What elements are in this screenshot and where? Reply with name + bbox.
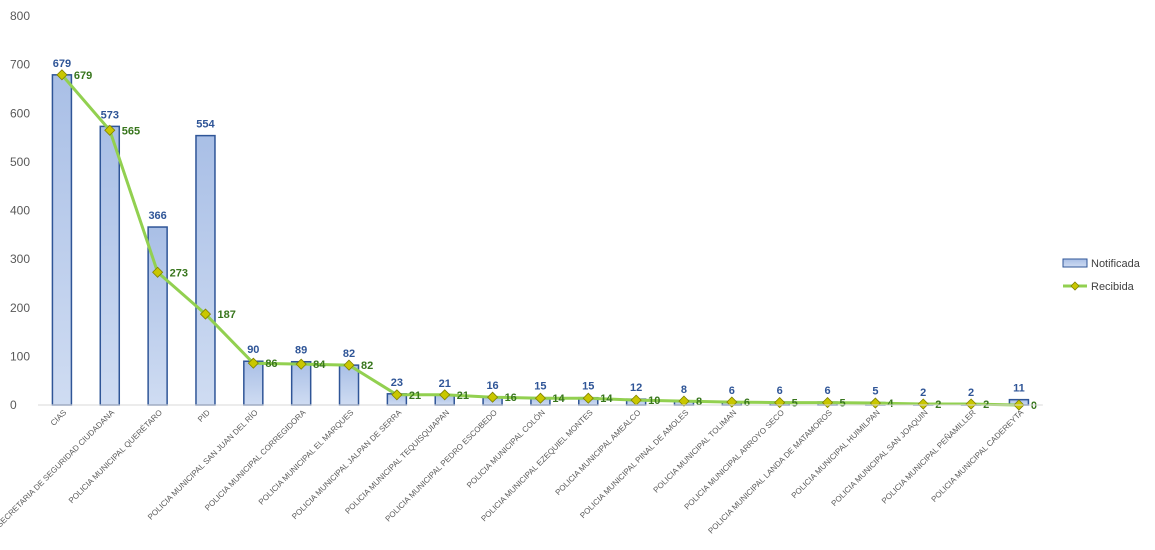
x-tick-label: POLICIA MUNICIPAL HUIMILPAN <box>790 408 882 500</box>
line-point <box>391 389 403 401</box>
line-data-label: 14 <box>552 393 565 405</box>
line-point <box>774 397 786 409</box>
line-point <box>295 358 307 370</box>
line-data-label: 86 <box>265 358 277 370</box>
y-tick-label: 200 <box>10 301 30 315</box>
bar-data-label: 554 <box>196 119 215 131</box>
y-tick-label: 100 <box>10 349 30 363</box>
line-point <box>199 308 212 320</box>
line-point <box>152 266 164 278</box>
bar-data-label: 15 <box>534 381 546 393</box>
y-tick-label: 400 <box>10 204 30 218</box>
line-point <box>869 397 881 409</box>
line-point <box>917 398 929 410</box>
bar-data-label: 5 <box>872 386 878 398</box>
y-tick-label: 300 <box>10 252 30 266</box>
x-tick-label: POLICIA MUNICIPAL QUERÉTARO <box>67 408 164 505</box>
bar-data-label: 6 <box>824 385 830 397</box>
bar <box>338 364 360 406</box>
legend-label-notificada: Notificada <box>1091 258 1141 270</box>
line-point <box>56 69 68 81</box>
bar-data-label: 11 <box>1013 383 1025 395</box>
x-tick-label: POLICIA MUNICIPAL SAN JUAN DEL RÍO <box>146 408 260 522</box>
legend: Notificada Recibida <box>1062 258 1141 293</box>
bar-data-label: 12 <box>630 382 642 394</box>
line-point <box>247 357 259 369</box>
y-axis: 0 100 200 300 400 500 600 700 800 <box>10 9 30 412</box>
line-data-label: 0 <box>1031 400 1037 412</box>
bar-data-label: 21 <box>439 378 451 390</box>
line-data-label: 14 <box>600 393 613 405</box>
x-tick-label: POLICIA MUNICIPAL JALPAN DE SERRA <box>290 408 404 522</box>
y-tick-label: 800 <box>10 9 30 23</box>
bar-data-label: 82 <box>343 348 355 360</box>
line-point <box>582 392 594 404</box>
bar-data-label: 90 <box>247 344 259 356</box>
bar <box>195 134 216 406</box>
x-tick-label: POLICIA MUNICIPAL ARROYO SECO <box>683 408 787 512</box>
y-tick-label: 700 <box>10 58 30 72</box>
x-tick-label: POLICIA MUNICIPAL AMEALCO <box>553 408 642 497</box>
bar <box>99 125 121 406</box>
x-tick-label: POLICIA MUNICIPAL COLÓN <box>465 408 547 490</box>
line-point <box>534 392 546 404</box>
y-tick-label: 500 <box>10 155 30 169</box>
y-tick-label: 0 <box>10 398 17 412</box>
line-data-label: 565 <box>122 125 140 137</box>
line-data-label: 21 <box>457 390 469 402</box>
bar-data-label: 2 <box>920 387 926 399</box>
line-point <box>965 398 977 410</box>
x-tick-label: PID <box>196 408 212 424</box>
x-tick-label: POLICIA MUNICIPAL PEÑAMILLER <box>880 408 978 506</box>
line-data-label: 4 <box>887 398 894 410</box>
bar-data-label: 8 <box>681 384 687 396</box>
x-tick-label: POLICIA MUNICIPAL CADEREYTA <box>929 408 1025 504</box>
bar-data-label: 2 <box>968 387 974 399</box>
bar-data-label: 366 <box>148 210 166 222</box>
bar-data-label: 15 <box>582 381 594 393</box>
x-tick-label: POLICIA MUNICIPAL PINAL DE AMOLES <box>578 408 690 520</box>
line-data-label: 187 <box>217 309 235 321</box>
x-tick-label: POLICIA MUNICIPAL EL MARQUES <box>257 408 356 507</box>
x-tick-label: POLICIA MUNICIPAL SAN JOAQUIN <box>830 408 930 508</box>
bar-data-label: 679 <box>53 58 71 70</box>
line-point <box>439 389 451 401</box>
bar-data-label: 89 <box>295 345 307 357</box>
line-data-label: 5 <box>840 398 846 410</box>
legend-label-recibida: Recibida <box>1091 281 1135 293</box>
y-tick-label: 600 <box>10 106 30 120</box>
bar <box>51 74 73 406</box>
bar-data-label: 6 <box>777 385 783 397</box>
line-point <box>487 391 499 403</box>
line-data-label: 6 <box>744 397 750 409</box>
x-tick-label: CIAS <box>49 408 69 428</box>
line-point <box>343 359 355 371</box>
line-data-label: 16 <box>505 392 517 404</box>
bar-data-label: 16 <box>486 380 498 392</box>
line-point <box>104 124 116 136</box>
legend-marker-recibida <box>1070 281 1080 291</box>
line-data-label: 8 <box>696 396 702 408</box>
line-data-label: 679 <box>74 70 92 82</box>
bar-data-label: 573 <box>101 109 119 121</box>
line-point <box>678 395 690 407</box>
line-data-label: 21 <box>409 390 421 402</box>
line-point <box>821 397 834 409</box>
bar-data-label: 6 <box>729 385 735 397</box>
line-data-label: 5 <box>792 398 798 410</box>
line-data-label: 10 <box>648 395 660 407</box>
x-tick-label: POLICIA MUNICIPAL CORREGIDORA <box>203 408 308 513</box>
x-tick-label: POLICIA MUNICIPAL TOLIMAN <box>652 408 739 495</box>
line-data-label: 82 <box>361 360 373 372</box>
line-data-label: 273 <box>170 267 188 279</box>
bar-data-label: 23 <box>391 377 403 389</box>
legend-swatch-notificada <box>1062 258 1088 268</box>
x-tick-label: POLICIA MUNICIPAL TEQUISQUIAPAN <box>343 408 451 516</box>
line-data-label: 84 <box>313 359 326 371</box>
